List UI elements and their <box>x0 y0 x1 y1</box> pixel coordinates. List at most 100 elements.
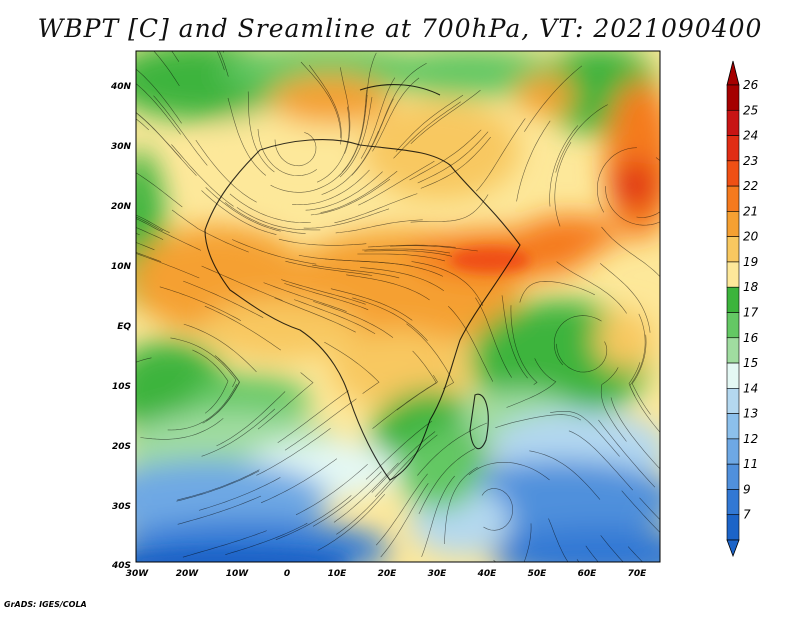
streamline <box>468 462 550 481</box>
streamline <box>549 125 579 207</box>
streamline <box>312 471 382 527</box>
colorbar-swatch <box>726 286 740 313</box>
streamline <box>284 398 357 451</box>
colorbar-swatch <box>726 211 740 237</box>
map-frame <box>135 50 661 563</box>
colorbar-label: 19 <box>743 255 758 269</box>
streamline <box>136 227 164 240</box>
streamline <box>421 475 455 558</box>
streamline <box>316 106 350 183</box>
colorbar-label: 24 <box>743 129 758 143</box>
colorbar-label: 21 <box>743 204 758 218</box>
streamline <box>333 462 399 523</box>
colorbar-swatch <box>726 489 740 516</box>
streamline <box>204 305 281 351</box>
streamline <box>170 337 237 388</box>
streamline <box>585 545 599 562</box>
streamline <box>390 245 478 252</box>
streamline <box>153 51 180 87</box>
streamline <box>481 488 514 531</box>
colorbar-swatch <box>726 312 740 339</box>
colorbar-label: 20 <box>743 230 759 244</box>
streamline <box>568 430 634 491</box>
streamline <box>136 357 152 363</box>
streamline <box>605 186 660 226</box>
streamline <box>600 263 651 333</box>
lon-label-10e: 10E <box>328 569 348 579</box>
streamline <box>281 279 366 305</box>
streamline <box>247 91 275 173</box>
streamline <box>167 384 238 431</box>
streamline <box>270 164 349 193</box>
streamline <box>227 97 267 176</box>
coastlines <box>204 84 521 481</box>
streamline <box>358 160 435 206</box>
streamline <box>335 219 423 234</box>
streamline <box>340 67 351 154</box>
streamline <box>529 450 601 500</box>
lon-label-40e: 40E <box>477 569 498 579</box>
colorbar-label: 26 <box>743 78 759 92</box>
streamline <box>257 128 317 177</box>
streamline <box>396 350 437 411</box>
streamline <box>320 170 398 213</box>
streamline <box>636 157 660 218</box>
streamline <box>629 313 646 397</box>
streamline <box>524 65 583 132</box>
streamline <box>516 120 551 202</box>
colorbar-swatch <box>726 362 740 389</box>
streamline <box>409 129 482 181</box>
lat-label-eq: EQ <box>117 322 131 332</box>
streamline <box>556 261 627 314</box>
streamline <box>341 89 367 173</box>
streamline <box>140 418 224 440</box>
colorbar-swatch <box>726 463 740 490</box>
streamline <box>205 187 281 232</box>
streamline <box>639 497 660 521</box>
streamline <box>224 202 306 234</box>
streamline <box>274 132 317 167</box>
streamline <box>317 493 386 551</box>
streamline <box>393 101 461 159</box>
colorbar-label: 15 <box>743 356 758 370</box>
streamline <box>377 63 427 134</box>
streamline <box>417 422 488 476</box>
streamline <box>610 397 660 470</box>
streamline <box>506 358 557 408</box>
streamline <box>410 194 489 223</box>
streamline <box>295 463 368 516</box>
streamline <box>136 253 200 279</box>
streamline <box>275 495 352 540</box>
streamline <box>380 483 429 558</box>
streamline <box>596 147 637 213</box>
lat-label-10s: 10S <box>112 382 131 392</box>
streamline <box>411 261 484 307</box>
streamline <box>312 264 400 279</box>
streamline <box>303 208 390 229</box>
lat-label-40n: 40N <box>110 82 132 92</box>
streamline <box>136 218 202 251</box>
streamline <box>232 239 317 265</box>
streamline <box>136 216 163 232</box>
streamline <box>447 305 494 382</box>
streamline <box>418 448 476 515</box>
streamline <box>631 334 651 415</box>
colorbar-label: 16 <box>743 331 759 345</box>
streamline <box>216 51 225 71</box>
streamline <box>375 473 428 546</box>
colorbar-label: 9 <box>743 482 751 496</box>
colorbar-arrow-top <box>726 60 740 86</box>
streamline <box>598 419 656 488</box>
lat-label-20s: 20S <box>112 442 131 452</box>
colorbar-label: 25 <box>743 103 758 117</box>
streamline <box>285 260 373 276</box>
streamline <box>221 51 223 52</box>
colorbar-swatch <box>726 135 740 162</box>
streamline <box>334 193 418 224</box>
chart-title: WBPT [C] and Sreamline at 700hPa, VT: 20… <box>37 14 763 43</box>
streamline <box>198 477 281 511</box>
streamline <box>601 226 660 278</box>
streamline <box>136 242 155 251</box>
streamline <box>510 305 538 385</box>
